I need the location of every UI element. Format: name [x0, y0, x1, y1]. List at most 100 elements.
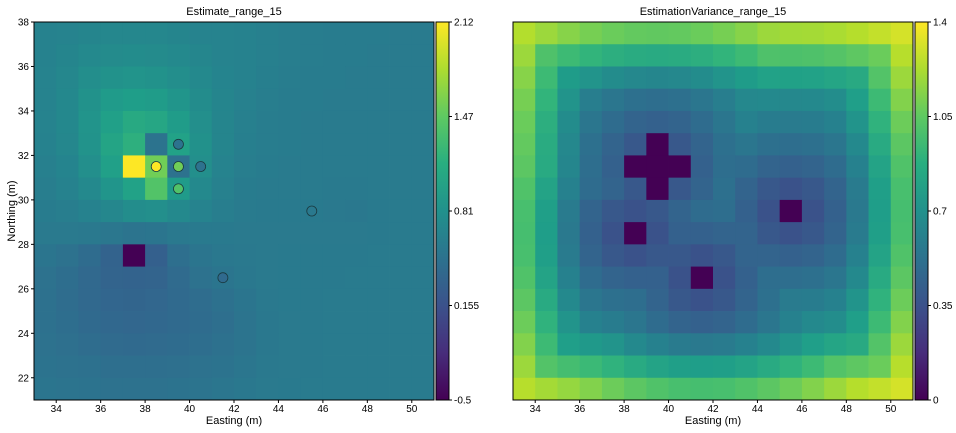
colorbar [435, 21, 450, 401]
heatmap-cell [557, 177, 581, 201]
heatmap-cell [122, 244, 146, 267]
heatmap-cell [601, 244, 625, 267]
heatmap-cell [167, 88, 190, 112]
colorbar-tick-label: 2.12 [454, 18, 474, 29]
heatmap-cell [278, 155, 302, 179]
heatmap-cell [735, 110, 758, 134]
heatmap-cell [234, 110, 257, 134]
heatmap-cell [601, 66, 625, 90]
heatmap-cell [779, 110, 803, 134]
heatmap-cell [513, 66, 536, 90]
variance-heatmap [513, 22, 914, 401]
heatmap-cell [256, 110, 279, 134]
heatmap-cell [646, 177, 669, 201]
heatmap-cell [100, 133, 124, 156]
heatmap-cell [322, 66, 346, 90]
heatmap-cell [122, 88, 146, 112]
y-tick-label: 32 [18, 151, 30, 162]
heatmap-cell [646, 377, 669, 401]
heatmap-cell [234, 133, 257, 156]
heatmap-cell [557, 288, 581, 312]
heatmap-cell [713, 66, 736, 90]
heatmap-cell [278, 333, 302, 356]
heatmap-cell [78, 355, 102, 379]
heatmap-cell [322, 288, 346, 312]
heatmap-cell [513, 22, 536, 45]
heatmap-cell [211, 177, 235, 201]
heatmap-cell [624, 266, 647, 290]
x-tick-label: 50 [406, 404, 418, 415]
heatmap-cell [601, 110, 625, 134]
heatmap-cell [735, 244, 758, 267]
heatmap-cell [145, 199, 168, 223]
heatmap-cell [890, 177, 914, 201]
heatmap-cell [513, 222, 536, 245]
heatmap-cell [513, 177, 536, 201]
heatmap-cell [646, 333, 669, 356]
heatmap-cell [668, 88, 692, 112]
heatmap-cell [56, 133, 79, 156]
heatmap-cell [713, 311, 736, 334]
heatmap-cell [535, 155, 558, 179]
heatmap-cell [411, 66, 435, 90]
heatmap-cell [779, 22, 803, 45]
heatmap-cell [300, 311, 324, 334]
heatmap-cell [690, 244, 714, 267]
heatmap-cell [557, 222, 581, 245]
heatmap-cell [234, 288, 257, 312]
heatmap-cell [56, 311, 79, 334]
heatmap-cell [735, 311, 758, 334]
heatmap-cell [846, 44, 869, 67]
heatmap-cell [890, 133, 914, 156]
heatmap-cell [579, 155, 603, 179]
heatmap-cell [234, 155, 257, 179]
heatmap-cell [801, 110, 825, 134]
heatmap-cell [78, 66, 102, 90]
heatmap-cell [367, 66, 390, 90]
heatmap-cell [345, 266, 368, 290]
heatmap-cell [713, 44, 736, 67]
y-tick-label: 22 [18, 373, 30, 384]
heatmap-cell [557, 377, 581, 401]
heatmap-cell [78, 177, 102, 201]
heatmap-cell [735, 133, 758, 156]
heatmap-cell [735, 22, 758, 45]
heatmap-cell [824, 177, 847, 201]
colorbar-tick-label: 0.35 [933, 301, 953, 312]
heatmap-cell [890, 333, 914, 356]
x-tick-label: 42 [228, 404, 240, 415]
heatmap-cell [56, 177, 79, 201]
heatmap-cell [735, 222, 758, 245]
heatmap-cell [824, 377, 847, 401]
heatmap-cell [278, 66, 302, 90]
heatmap-cell [389, 22, 413, 45]
heatmap-cell [78, 110, 102, 134]
heatmap-cell [56, 88, 79, 112]
heatmap-cell [601, 133, 625, 156]
heatmap-cell [145, 311, 168, 334]
heatmap-cell [345, 377, 368, 401]
heatmap-cell [757, 44, 781, 67]
heatmap-cell [78, 199, 102, 223]
heatmap-cell [779, 44, 803, 67]
heatmap-cell [345, 88, 368, 112]
heatmap-cell [846, 199, 869, 223]
heatmap-cell [322, 177, 346, 201]
variance-panel: EstimationVariance_range_15 34 36 38 40 42 44… [512, 6, 953, 427]
heatmap-cell [234, 66, 257, 90]
heatmap-cell [322, 333, 346, 356]
heatmap-cell [579, 44, 603, 67]
heatmap-cell [122, 377, 146, 401]
heatmap-cell [411, 311, 435, 334]
heatmap-cell [624, 22, 647, 45]
heatmap-cell [345, 110, 368, 134]
heatmap-cell [411, 199, 435, 223]
heatmap-cell [256, 88, 279, 112]
heatmap-cell [234, 88, 257, 112]
heatmap-cell [78, 133, 102, 156]
heatmap-cell [646, 88, 669, 112]
heatmap-cell [868, 155, 892, 179]
heatmap-cell [513, 88, 536, 112]
heatmap-cell [757, 377, 781, 401]
heatmap-cell [167, 222, 190, 245]
